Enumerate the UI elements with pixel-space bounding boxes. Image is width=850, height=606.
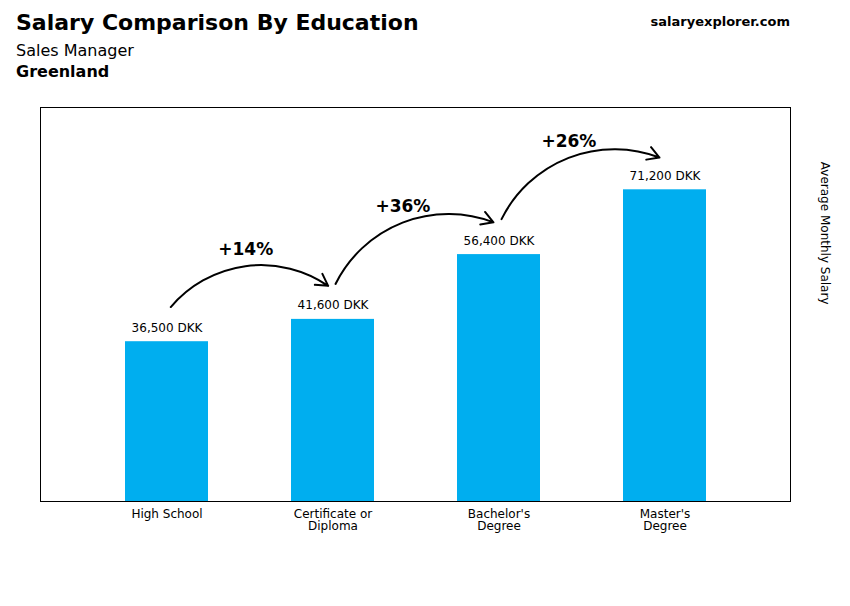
svg-text:Master'sDegree: Master'sDegree <box>640 507 691 533</box>
svg-text:Bachelor'sDegree: Bachelor'sDegree <box>468 507 530 533</box>
svg-text:+36%: +36% <box>375 196 430 216</box>
svg-text:Certificate orDiploma: Certificate orDiploma <box>294 507 372 533</box>
svg-text:71,200 DKK: 71,200 DKK <box>630 169 702 183</box>
html-text:salaryexplorer.com: salaryexplorer.com <box>650 14 790 29</box>
svg-text:41,600 DKK: 41,600 DKK <box>298 298 370 312</box>
svg-text:36,500 DKK: 36,500 DKK <box>132 321 204 335</box>
svg-text:High School: High School <box>131 507 202 521</box>
html-text:Greenland: Greenland <box>16 62 110 81</box>
html-text:Salary Comparison By Education: Salary Comparison By Education <box>16 10 419 35</box>
svg-text:+26%: +26% <box>541 131 596 151</box>
html-text:Sales Manager: Sales Manager <box>16 41 134 60</box>
svg-text:+14%: +14% <box>218 239 273 259</box>
svg-text:Average Monthly Salary: Average Monthly Salary <box>818 162 832 305</box>
svg-text:56,400 DKK: 56,400 DKK <box>464 234 536 248</box>
